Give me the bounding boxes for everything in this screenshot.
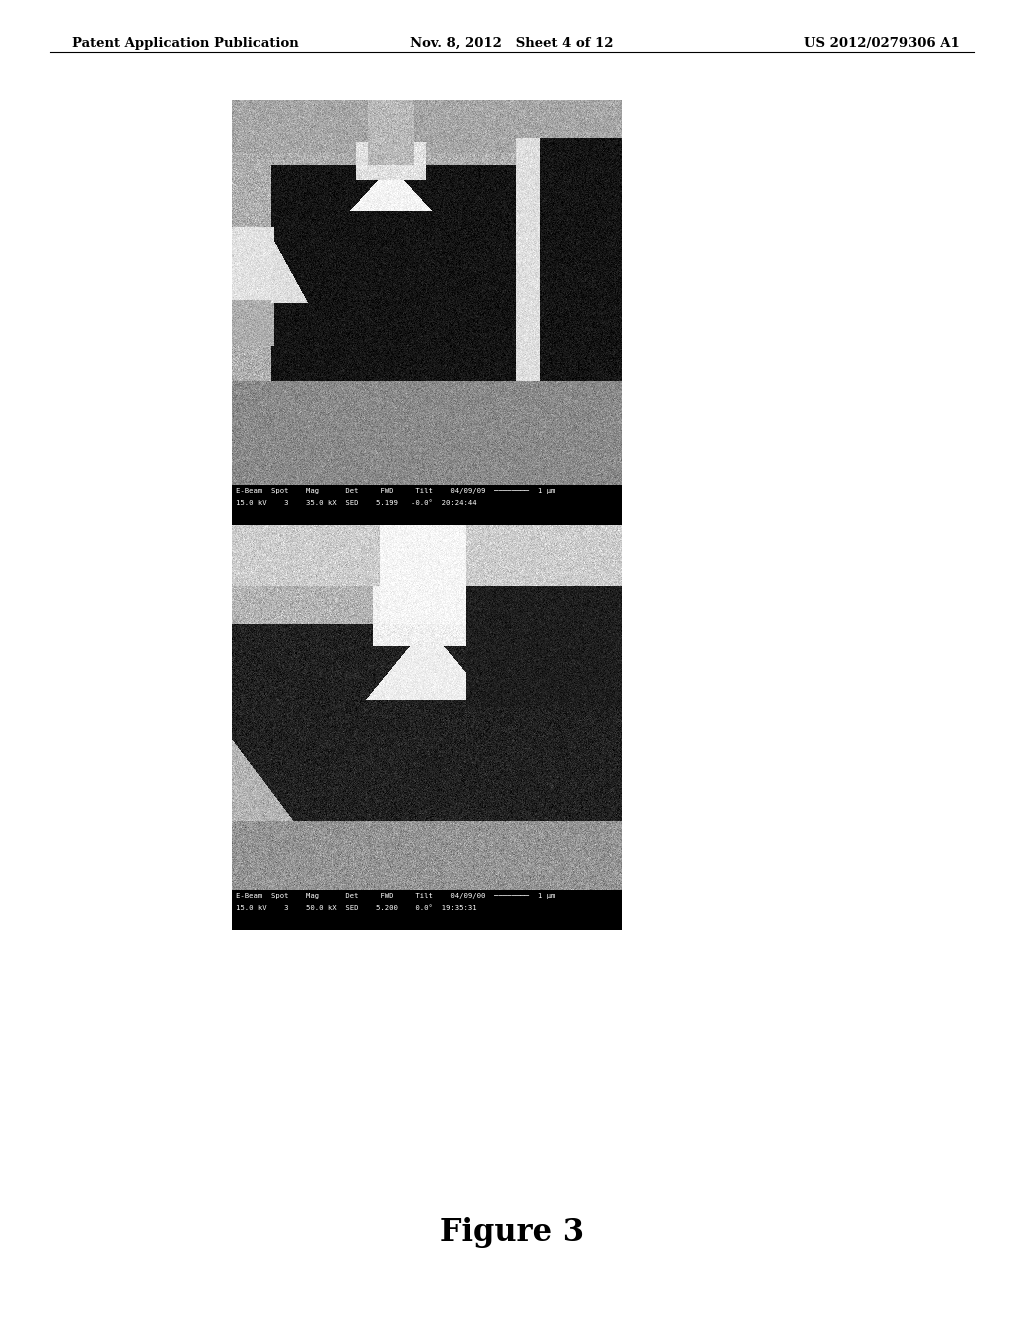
Text: 15.0 kV    3    35.0 kX  SED    5.199   -0.0°  20:24:44: 15.0 kV 3 35.0 kX SED 5.199 -0.0° 20:24:… (236, 500, 476, 506)
Text: E-Beam  Spot    Mag      Det     FWD     Tilt    04/09/09  ────────  1 μm: E-Beam Spot Mag Det FWD Tilt 04/09/09 ──… (236, 488, 555, 494)
Text: Figure 3: Figure 3 (440, 1217, 584, 1247)
Text: E-Beam  Spot    Mag      Det     FWD     Tilt    04/09/00  ────────  1 μm: E-Beam Spot Mag Det FWD Tilt 04/09/00 ──… (236, 894, 555, 899)
Text: 15.0 kV    3    50.0 kX  SED    5.200    0.0°  19:35:31: 15.0 kV 3 50.0 kX SED 5.200 0.0° 19:35:3… (236, 906, 476, 911)
Bar (232, 890, 622, 931)
Text: US 2012/0279306 A1: US 2012/0279306 A1 (804, 37, 961, 50)
Bar (232, 484, 622, 525)
Text: Nov. 8, 2012   Sheet 4 of 12: Nov. 8, 2012 Sheet 4 of 12 (411, 37, 613, 50)
Text: Patent Application Publication: Patent Application Publication (72, 37, 299, 50)
